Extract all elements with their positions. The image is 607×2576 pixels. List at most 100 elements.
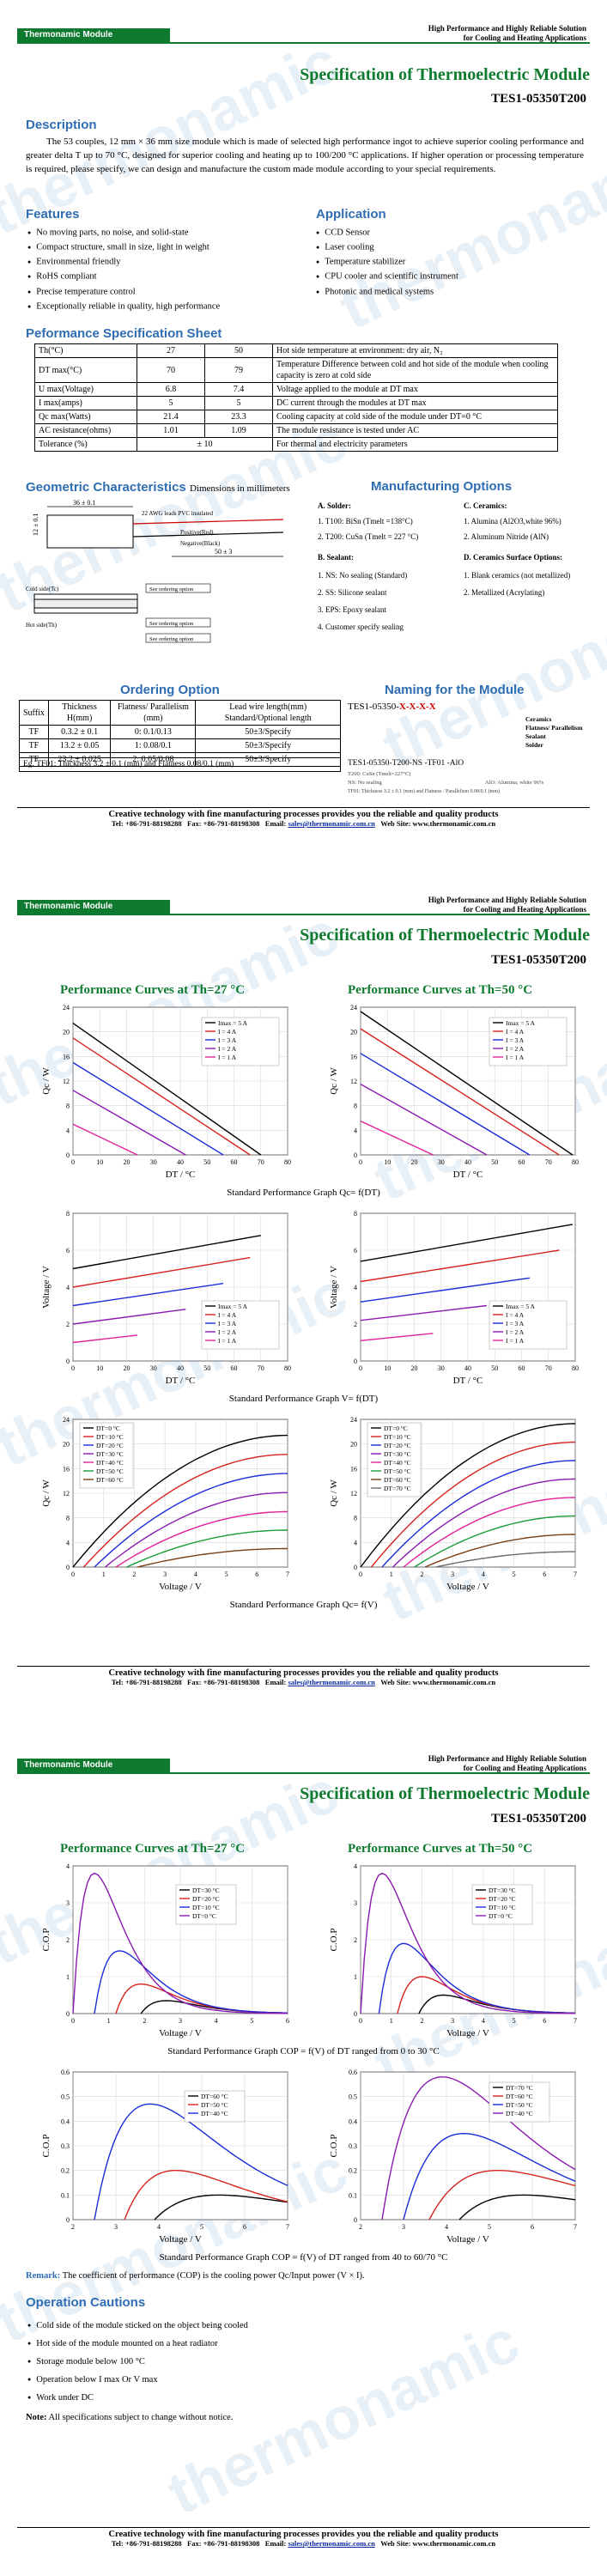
table-cell: The module resistance is tested under AC	[272, 423, 558, 438]
legend-label: DT=40 °C	[201, 2110, 228, 2117]
x-tick-label: 0	[359, 1571, 362, 1578]
x-tick-label: 0	[71, 1571, 75, 1578]
table-cell: 1.01	[137, 423, 205, 438]
x-tick-label: 6	[531, 2223, 534, 2231]
y-axis-label: C.O.P	[41, 2135, 52, 2158]
page-3: thermonamic thermonamic thermonamic ther…	[0, 1730, 607, 2576]
legend-box	[79, 1422, 134, 1489]
y-axis-label: C.O.P	[41, 1929, 52, 1952]
page-header: Thermonamic Module High Performance and …	[0, 872, 607, 923]
naming-ex3: AlO: Alumina, white 96%	[485, 780, 544, 786]
chart-v-dt-50: 0 10 20 30 40 50 60 70 80 0 2 4 6 8 DT / °C Voltage / V…	[329, 1210, 579, 1386]
x-tick-label: 5	[200, 2223, 203, 2231]
legend-label: Imax = 5 A	[218, 1303, 248, 1310]
series-line	[72, 1090, 186, 1156]
email-link[interactable]: sales@thermonamic.com.cn	[288, 2539, 375, 2548]
series-line	[124, 2169, 288, 2221]
x-tick-label: 1	[107, 2017, 111, 2025]
x-tick-label: 7	[286, 2223, 289, 2231]
table-row: Th(°C) 27 50 Hot side temperature at enviro…	[34, 343, 558, 358]
y-tick-label: 0	[66, 1151, 70, 1159]
option-item: 4. Customer specify sealing	[318, 623, 404, 631]
x-tick-label: 7	[574, 2017, 577, 2025]
x-tick-label: 80	[572, 1364, 579, 1372]
list-item: RoHS compliant	[27, 270, 294, 284]
chart-cop-low-27: 0 1 2 3 4 5 6 0 1 2 3 4 Voltage / V C.O.P DT=30 °CDT=2…	[41, 1862, 289, 2038]
y-tick-label: 0.5	[61, 2093, 70, 2101]
series-line	[105, 1492, 288, 1568]
legend-label: DT=30 °C	[192, 1886, 220, 1894]
remark: Remark: The coefficient of performance (…	[26, 2271, 365, 2281]
y-tick-label: 24	[350, 1416, 357, 1424]
y-tick-label: 8	[354, 1103, 357, 1110]
x-tick-label: 80	[284, 1158, 291, 1166]
curves-title-27: Performance Curves at Th=27 °C	[60, 983, 246, 997]
series-line	[435, 1551, 575, 1568]
series-line	[360, 1028, 560, 1156]
series-line	[94, 2103, 288, 2221]
option-item: 2. SS: Silicone sealant	[318, 588, 387, 597]
x-tick-label: 50	[491, 1364, 498, 1372]
model-number: TES1-05350T200	[491, 1812, 586, 1826]
option-item: Ceramics	[525, 715, 552, 723]
x-tick-label: 2	[420, 2017, 423, 2025]
solder-title: A. Solder:	[318, 501, 351, 510]
table-cell: 0.3.2 ± 0.1	[47, 725, 112, 739]
table-cell: Hot side temperature at environment: dry…	[272, 343, 558, 358]
list-item: Work under DC	[27, 2389, 457, 2407]
option-item: Flatness/ Parallelism	[525, 724, 583, 732]
x-tick-label: 4	[194, 1571, 197, 1578]
x-tick-label: 2	[132, 1571, 136, 1578]
legend-label: DT=10 °C	[96, 1433, 124, 1441]
table-cell: 1.09	[204, 423, 273, 438]
y-tick-label: 16	[350, 1053, 357, 1060]
table-row: TF 0.3.2 ± 0.1 0: 0.1/0.13 50±3/Specify	[19, 725, 341, 739]
option-item: 1. T100: BiSn (Tmelt =138°C)	[318, 517, 413, 526]
series-line	[137, 1547, 288, 1568]
y-tick-label: 16	[63, 1465, 70, 1473]
legend-label: I = 4 A	[218, 1311, 237, 1319]
model-number: TES1-05350T200	[491, 953, 586, 967]
chart-cop-high-50: 2 3 4 5 6 7 0 0.1 0.2 0.3 0.4 0.5 0.6 Voltage / V C.O.…	[329, 2069, 577, 2245]
y-tick-label: 8	[354, 1515, 357, 1522]
series-line	[360, 1053, 531, 1156]
email-link[interactable]: sales@thermonamic.com.cn	[288, 1678, 375, 1686]
cold-side-label: Cold side(Tc)	[26, 586, 59, 592]
table-row: I max(amps) 5 5 DC current through the modu…	[34, 396, 558, 410]
email-link[interactable]: sales@thermonamic.com.cn	[288, 819, 375, 828]
cop-title-50: Performance Curves at Th=50 °C	[348, 1842, 533, 1856]
series-line	[381, 1460, 576, 1568]
series-line	[360, 1011, 574, 1156]
page-title: Specification of Thermoelectric Module	[300, 926, 590, 945]
series-line	[360, 1120, 434, 1156]
x-tick-label: 2	[420, 1571, 423, 1578]
sealant-title: B. Sealant:	[318, 553, 355, 562]
table-cell: Qc max(Watts)	[34, 410, 137, 424]
legend-label: DT=10 °C	[384, 1433, 411, 1441]
y-tick-label: 0	[66, 1564, 70, 1571]
table-row: U max(Voltage) 6.8 7.4 Voltage applied to t…	[34, 382, 558, 397]
legend-label: I = 1 A	[218, 1337, 237, 1345]
list-item: Temperature stabilizer	[316, 255, 582, 270]
page-footer: Creative technology with fine manufactur…	[108, 2530, 499, 2548]
y-tick-label: 0.5	[349, 2093, 357, 2101]
y-tick-label: 4	[66, 1284, 70, 1291]
x-tick-label: 40	[464, 1364, 471, 1372]
option-item: 3. EPS: Epoxy sealant	[318, 605, 386, 614]
tagline: High Performance and Highly Reliable Sol…	[428, 24, 586, 42]
y-tick-label: 24	[63, 1416, 70, 1424]
chart-qc-dt-27: 0 10 20 30 40 50 60 70 80 0 4 8 12 16 20 24 DT / °C Qc / …	[41, 1004, 291, 1180]
x-tick-label: 50	[203, 1364, 210, 1372]
series-line	[72, 1256, 251, 1288]
page-footer: Creative technology with fine manufactur…	[108, 810, 499, 828]
surface-title: D. Ceramics Surface Options:	[464, 553, 562, 562]
x-tick-label: 2	[71, 2223, 75, 2231]
legend-label: DT=30 °C	[489, 1886, 516, 1894]
y-axis-label: Qc / W	[329, 1067, 339, 1095]
series-line	[72, 1123, 138, 1156]
table-cell: 0: 0.1/0.13	[110, 725, 197, 739]
table-cell: 2: 0.05/0.08	[110, 752, 197, 767]
legend-label: I = 3 A	[218, 1320, 237, 1327]
list-item: CPU cooler and scientific instrument	[316, 270, 582, 284]
x-tick-label: 50	[491, 1158, 498, 1166]
